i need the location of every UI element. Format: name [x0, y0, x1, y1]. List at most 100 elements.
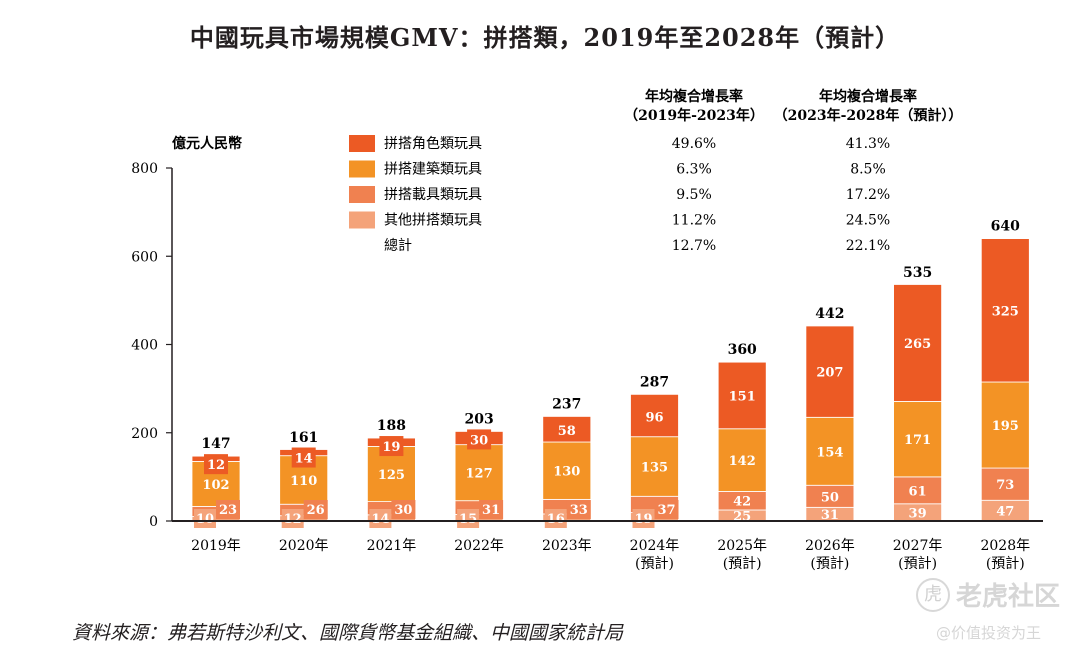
bar-segment: [980, 467, 1030, 501]
label-chip: [391, 500, 416, 519]
total-label: 360: [728, 342, 757, 358]
total-label: 188: [377, 418, 406, 434]
total-label: 442: [815, 306, 844, 322]
label-chip: [369, 509, 392, 528]
data-label: 171: [904, 433, 931, 448]
source-note: 資料來源：弗若斯特沙利文、國際貨幣基金組織、中國國家統計局: [72, 622, 624, 644]
data-label: 50: [821, 490, 839, 505]
legend-swatch: [349, 211, 375, 229]
x-tick-note: (預計): [635, 556, 674, 572]
data-label: 96: [645, 411, 663, 426]
legend-label: 拼搭角色類玩具: [384, 135, 482, 152]
data-label: 23: [219, 503, 237, 518]
data-label: 61: [909, 484, 927, 499]
data-label: 151: [729, 389, 756, 404]
x-tick-label: 2023年: [542, 538, 592, 554]
x-tick-label: 2021年: [367, 538, 417, 554]
label-chip: [544, 509, 567, 528]
total-label: 535: [903, 265, 932, 281]
y-axis-label: 億元人民幣: [172, 135, 242, 152]
x-tick-note: (預計): [723, 556, 762, 572]
data-label: 127: [466, 467, 493, 482]
data-label: 16: [547, 512, 565, 527]
label-chip: [632, 509, 655, 528]
cagr-value: 24.5%: [846, 213, 890, 229]
total-label: 237: [552, 396, 581, 412]
data-label: 10: [196, 512, 214, 527]
cagr-value: 8.5%: [850, 162, 886, 178]
data-label: 125: [378, 468, 405, 483]
label-chip: [379, 436, 404, 457]
data-label: 15: [459, 512, 477, 527]
label-chip: [457, 509, 480, 528]
data-label: 154: [816, 445, 843, 460]
bar-segment: [805, 416, 855, 486]
data-label: 110: [290, 474, 317, 489]
data-label: 12: [207, 458, 225, 473]
data-label: 19: [634, 512, 652, 527]
x-tick-label: 2020年: [279, 538, 329, 554]
label-chip: [479, 500, 504, 519]
x-tick-label: 2027年: [893, 538, 943, 554]
data-label: 195: [992, 419, 1019, 434]
bar-segment: [717, 428, 767, 492]
label-chip: [566, 500, 591, 519]
data-label: 42: [733, 495, 751, 510]
x-tick-note: (預計): [898, 556, 937, 572]
data-label: 30: [470, 433, 488, 448]
cagr-header: 年均複合增長率: [819, 88, 917, 105]
x-tick-label: 2022年: [454, 538, 504, 554]
label-chip: [303, 500, 328, 519]
data-label: 31: [821, 508, 839, 523]
cagr-value: 11.2%: [672, 213, 716, 229]
total-label: 147: [201, 436, 230, 452]
bar-segment: [893, 284, 942, 402]
x-tick-note: (預計): [986, 556, 1025, 572]
x-tick-label: 2019年: [191, 538, 241, 554]
data-label: 14: [295, 452, 313, 467]
data-label: 58: [558, 424, 576, 439]
label-chip: [194, 509, 216, 528]
watermark-tag: @价值投资为王: [936, 624, 1042, 642]
label-chip: [642, 406, 667, 427]
cagr-value: 12.7%: [672, 238, 716, 254]
tiger-logo-icon: 虎: [916, 578, 950, 612]
cagr-value: 49.6%: [672, 136, 716, 152]
bar-segment: [630, 436, 679, 497]
y-tick-label: 0: [149, 514, 158, 530]
data-label: 14: [371, 512, 389, 527]
label-chip: [291, 447, 316, 468]
bar-segment: [454, 444, 504, 502]
legend-label: 拼搭建築類玩具: [384, 162, 482, 178]
data-label: 25: [733, 509, 751, 524]
bar-segment: [717, 361, 767, 430]
total-label: 640: [991, 219, 1020, 235]
cagr-header-period: （2023年-2028年（預計））: [774, 107, 963, 124]
data-label: 19: [382, 440, 400, 455]
data-label: 26: [307, 503, 325, 518]
x-tick-label: 2024年: [630, 538, 680, 554]
data-label: 12: [284, 512, 302, 527]
cagr-header-period: （2019年-2023年）: [624, 107, 764, 124]
cagr-value: 41.3%: [846, 136, 890, 152]
cagr-value: 6.3%: [676, 162, 712, 178]
cagr-value: 17.2%: [846, 187, 890, 203]
x-tick-label: 2028年: [980, 538, 1030, 554]
label-chip: [554, 420, 579, 441]
data-label: 325: [992, 304, 1019, 319]
data-label: 30: [394, 503, 412, 518]
total-label: 287: [640, 374, 669, 390]
label-chip: [216, 500, 240, 519]
legend-swatch: [349, 135, 375, 152]
cagr-value: 9.5%: [676, 187, 712, 203]
data-label: 33: [570, 503, 588, 518]
legend-swatch: [349, 186, 375, 203]
bar-segment: [980, 381, 1030, 469]
data-label: 265: [904, 337, 931, 352]
data-label: 102: [202, 478, 229, 493]
data-label: 31: [482, 503, 500, 518]
label-chip: [204, 454, 228, 475]
total-label: 203: [464, 411, 493, 427]
label-chip: [467, 429, 492, 450]
